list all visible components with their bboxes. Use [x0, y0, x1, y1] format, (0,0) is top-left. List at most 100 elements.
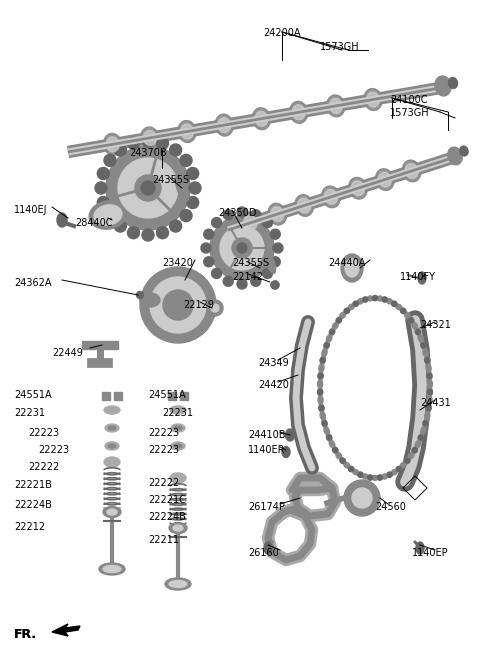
Circle shape [223, 276, 233, 286]
Ellipse shape [171, 424, 185, 432]
Ellipse shape [412, 323, 418, 329]
Ellipse shape [327, 95, 345, 117]
Text: 24200A: 24200A [263, 28, 301, 38]
Ellipse shape [178, 121, 196, 143]
Ellipse shape [387, 299, 393, 304]
Circle shape [324, 343, 329, 348]
Ellipse shape [341, 254, 363, 282]
Text: 22142: 22142 [232, 272, 263, 282]
Circle shape [416, 329, 420, 334]
Ellipse shape [418, 272, 426, 284]
Ellipse shape [340, 458, 346, 464]
Circle shape [412, 447, 417, 453]
Ellipse shape [295, 194, 313, 216]
Ellipse shape [322, 419, 327, 428]
Ellipse shape [329, 99, 342, 114]
Polygon shape [114, 392, 122, 400]
Circle shape [150, 277, 206, 333]
Ellipse shape [427, 396, 432, 405]
Circle shape [204, 229, 214, 239]
Circle shape [104, 154, 116, 166]
Ellipse shape [377, 475, 383, 480]
Ellipse shape [324, 426, 329, 434]
Circle shape [104, 210, 116, 221]
Circle shape [348, 466, 354, 472]
Text: 26160: 26160 [248, 548, 279, 558]
Polygon shape [180, 392, 188, 400]
Circle shape [344, 480, 380, 516]
Circle shape [322, 421, 327, 426]
Circle shape [363, 297, 368, 302]
Ellipse shape [367, 475, 373, 480]
Text: 1140ER: 1140ER [248, 445, 286, 455]
Circle shape [141, 181, 155, 195]
Text: 24321: 24321 [420, 320, 451, 330]
Ellipse shape [426, 363, 431, 373]
Ellipse shape [89, 201, 127, 229]
Text: 1140FY: 1140FY [400, 272, 436, 282]
Text: 1573GH: 1573GH [320, 42, 360, 52]
Text: 22222: 22222 [148, 478, 179, 488]
Ellipse shape [322, 186, 340, 208]
Ellipse shape [108, 444, 116, 448]
Ellipse shape [318, 380, 323, 388]
Circle shape [330, 329, 335, 334]
Circle shape [156, 227, 168, 238]
Circle shape [251, 276, 261, 286]
Ellipse shape [426, 403, 431, 413]
Circle shape [271, 281, 279, 289]
Ellipse shape [372, 476, 378, 480]
Text: 22211: 22211 [148, 535, 179, 545]
Ellipse shape [174, 444, 182, 448]
Ellipse shape [333, 323, 338, 329]
Ellipse shape [404, 312, 410, 319]
Text: 24551A: 24551A [14, 390, 52, 400]
Ellipse shape [404, 458, 410, 464]
Ellipse shape [175, 175, 189, 201]
Ellipse shape [448, 147, 462, 165]
Ellipse shape [241, 212, 260, 234]
Ellipse shape [104, 457, 120, 467]
Circle shape [237, 279, 247, 289]
Ellipse shape [318, 371, 323, 380]
Ellipse shape [378, 172, 391, 187]
Ellipse shape [144, 131, 156, 145]
Circle shape [237, 207, 247, 217]
Ellipse shape [136, 292, 144, 298]
Text: 1140EP: 1140EP [412, 548, 449, 558]
Ellipse shape [387, 472, 393, 477]
Ellipse shape [329, 328, 335, 336]
Ellipse shape [427, 371, 432, 380]
Ellipse shape [345, 259, 359, 277]
Circle shape [372, 296, 377, 301]
Ellipse shape [286, 429, 295, 441]
Circle shape [118, 158, 178, 218]
Text: 24551A: 24551A [148, 390, 186, 400]
Circle shape [142, 135, 154, 147]
Circle shape [320, 357, 325, 363]
Ellipse shape [392, 470, 397, 475]
Ellipse shape [271, 281, 279, 289]
Ellipse shape [94, 205, 122, 225]
Text: 22212: 22212 [14, 522, 45, 532]
Ellipse shape [353, 301, 359, 306]
Ellipse shape [106, 137, 119, 152]
Ellipse shape [326, 434, 332, 442]
Text: 23420: 23420 [162, 258, 193, 268]
Ellipse shape [408, 317, 414, 323]
Ellipse shape [377, 296, 383, 301]
Ellipse shape [412, 447, 418, 453]
Circle shape [223, 210, 233, 219]
Ellipse shape [408, 453, 414, 459]
Ellipse shape [351, 181, 364, 196]
Circle shape [382, 297, 387, 302]
Ellipse shape [320, 356, 325, 365]
Circle shape [401, 308, 406, 313]
Text: 26174P: 26174P [248, 502, 285, 512]
Circle shape [114, 220, 126, 232]
Circle shape [270, 257, 280, 267]
Ellipse shape [344, 463, 350, 468]
Ellipse shape [348, 177, 367, 199]
Ellipse shape [104, 133, 122, 155]
Ellipse shape [108, 426, 116, 430]
